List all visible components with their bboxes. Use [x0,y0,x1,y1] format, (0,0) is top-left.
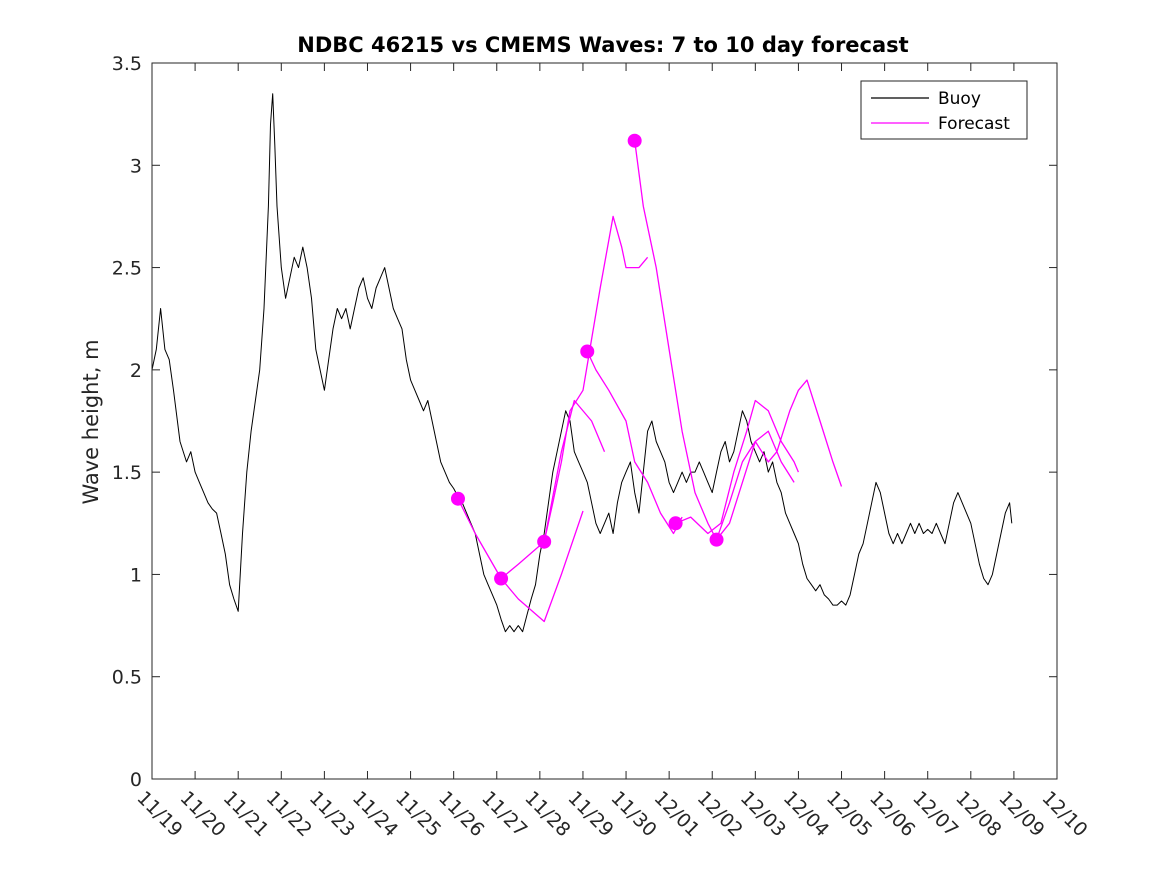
forecast-marker [709,532,724,547]
y-tick-label: 0 [130,769,142,791]
forecast-marker [627,133,642,148]
forecast-marker [668,516,683,531]
chart-title: NDBC 46215 vs CMEMS Waves: 7 to 10 day f… [297,33,908,57]
forecast-series-line [715,379,843,540]
y-tick-label: 3 [130,155,142,177]
buoy-series-line [151,93,1013,633]
forecast-series-line [500,399,606,579]
forecast-series-line [457,498,584,623]
y-axis-label: Wave height, m [79,339,103,504]
forecast-series-line [543,215,649,542]
legend: Buoy Forecast [860,80,1028,140]
forecast-marker [580,344,595,359]
y-tick-label: 1 [130,564,142,586]
y-tick-label: 3.5 [112,53,142,75]
forecast-series-line [675,399,799,535]
y-tick-label: 0.5 [112,667,142,689]
y-tick-label: 2 [130,360,142,382]
plot-area [151,93,1013,633]
legend-label: Buoy [938,89,981,109]
forecast-marker [494,571,509,586]
forecast-marker [537,534,552,549]
legend-box [860,80,1028,140]
legend-label: Forecast [938,114,1010,134]
plot-frame [151,62,1058,780]
y-tick-label: 2.5 [112,258,142,280]
forecast-series-line [586,351,683,535]
forecast-series-line [634,140,795,541]
y-tick-label: 1.5 [112,462,142,484]
forecast-marker [450,491,465,506]
